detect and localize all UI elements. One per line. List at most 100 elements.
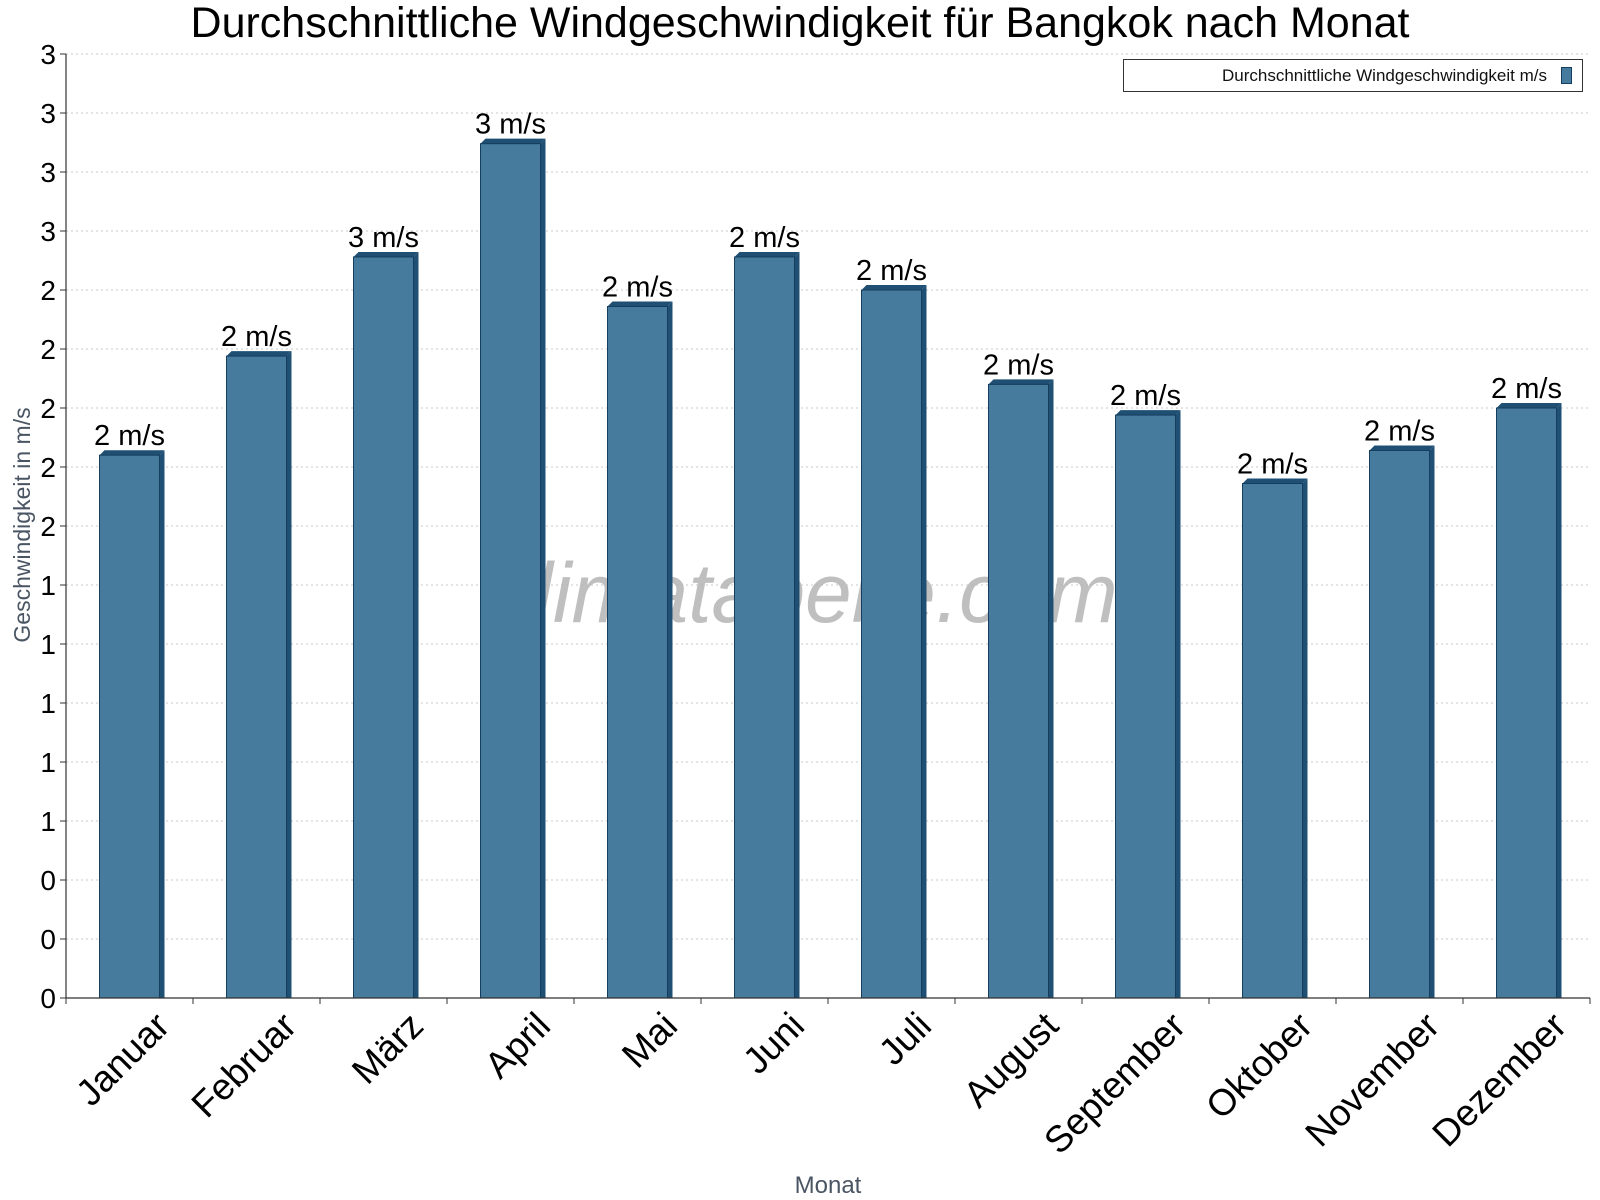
- bar-side: [159, 450, 165, 998]
- legend: Durchschnittliche Windgeschwindigkeit m/…: [1123, 59, 1583, 92]
- y-tick-label: 3: [40, 98, 56, 129]
- x-tick-label: März: [344, 1005, 431, 1092]
- bar-side: [667, 301, 673, 998]
- y-axis-label: Geschwindigkeit in m/s: [9, 407, 35, 642]
- legend-label: Durchschnittliche Windgeschwindigkeit m/…: [1221, 65, 1547, 85]
- bar-top: [1115, 410, 1181, 416]
- bar: [480, 138, 546, 999]
- bar-top: [988, 379, 1054, 385]
- bar: [226, 351, 292, 999]
- y-tick-label: 3: [40, 157, 56, 188]
- y-tick-label: 1: [40, 570, 56, 601]
- bar-face: [226, 355, 287, 999]
- bar: [988, 379, 1054, 999]
- x-tick-label: Dezember: [1424, 1005, 1574, 1155]
- bar-side: [1302, 478, 1308, 998]
- data-label: 2 m/s: [983, 349, 1054, 381]
- bar: [1115, 410, 1181, 999]
- bar-face: [1369, 449, 1430, 999]
- bar-face: [607, 306, 668, 999]
- chart-title: Durchschnittliche Windgeschwindigkeit fü…: [191, 0, 1410, 47]
- x-tick-label: November: [1297, 1005, 1447, 1155]
- bar-face: [480, 143, 541, 999]
- y-tick-label: 0: [40, 924, 56, 955]
- bar-top: [607, 301, 673, 307]
- bar-top: [99, 450, 165, 456]
- x-tick-label: April: [477, 1005, 558, 1086]
- y-tick-label: 2: [40, 334, 56, 365]
- x-tick-label: Januar: [68, 1005, 177, 1114]
- data-label: 2 m/s: [94, 420, 165, 452]
- x-tick-labels: Januar Februar März April Mai Juni Juli AugustS…: [68, 1004, 1574, 1161]
- y-tick-label: 0: [40, 865, 56, 896]
- bar-face: [99, 454, 160, 999]
- bar-side: [1175, 410, 1181, 999]
- bar-top: [734, 251, 800, 257]
- bar-top: [226, 351, 292, 357]
- y-tick-labels: 0 0 0 1 1 1 1 1 2 2 2 2 2 3 3 3 3: [40, 39, 56, 1014]
- bar: [353, 251, 419, 999]
- bar-top: [861, 285, 927, 290]
- bar-top: [1369, 445, 1435, 451]
- x-axis-label: Monat: [795, 1172, 862, 1199]
- data-label: 2 m/s: [221, 321, 292, 353]
- y-tick-label: 2: [40, 275, 56, 306]
- bar-top: [480, 138, 546, 144]
- bar: [1369, 445, 1435, 999]
- y-tick-label: 2: [40, 452, 56, 483]
- bar-top: [353, 251, 419, 257]
- data-label: 2 m/s: [1491, 373, 1562, 405]
- bar-face: [353, 256, 414, 999]
- bar-side: [1429, 445, 1435, 999]
- bar-side: [794, 251, 800, 998]
- data-labels: 2 m/s 2 m/s 3 m/s 3 m/s 2 m/s 2 m/s 2 m/s 2 m/s…: [94, 109, 1562, 481]
- bar-top: [1242, 478, 1308, 484]
- x-tick-label: Juni: [735, 1005, 812, 1082]
- bar-side: [413, 251, 419, 998]
- bar-side: [286, 351, 292, 999]
- legend-swatch: [1561, 67, 1572, 84]
- y-tick-label: 1: [40, 747, 56, 778]
- bar: [861, 285, 927, 999]
- data-label: 2 m/s: [729, 222, 800, 254]
- y-tick-label: 1: [40, 629, 56, 660]
- data-label: 2 m/s: [602, 272, 673, 304]
- y-tick-label: 3: [40, 39, 56, 70]
- x-tick-label: Mai: [614, 1005, 685, 1076]
- bar: [734, 251, 800, 999]
- bar-face: [861, 289, 922, 999]
- bar: [607, 301, 673, 999]
- bar: [99, 450, 165, 999]
- bar-face: [1496, 407, 1557, 999]
- bar: [1242, 478, 1308, 999]
- bar-face: [1242, 483, 1303, 999]
- bar-face: [1115, 414, 1176, 999]
- axes: [60, 53, 1591, 1004]
- bars: [99, 138, 1562, 999]
- data-label: 3 m/s: [475, 109, 546, 141]
- x-tick-label: Oktober: [1198, 1005, 1320, 1127]
- x-tick-label: Februar: [184, 1005, 305, 1126]
- grid-lines: [66, 53, 1590, 940]
- bar-top: [1496, 403, 1562, 408]
- bar-face: [734, 256, 795, 999]
- bar: [1496, 403, 1562, 999]
- bar-side: [1556, 403, 1562, 998]
- data-label: 2 m/s: [1237, 449, 1308, 481]
- x-tick-label: August: [956, 1004, 1067, 1115]
- y-tick-label: 1: [40, 688, 56, 719]
- y-tick-label: 2: [40, 393, 56, 424]
- y-tick-label: 2: [40, 511, 56, 542]
- y-tick-label: 1: [40, 806, 56, 837]
- bar-face: [988, 383, 1049, 999]
- y-tick-label: 3: [40, 216, 56, 247]
- data-label: 2 m/s: [1364, 415, 1435, 447]
- bar-side: [921, 285, 927, 998]
- data-label: 3 m/s: [348, 222, 419, 254]
- bar-side: [1048, 379, 1054, 998]
- data-label: 2 m/s: [1110, 380, 1181, 412]
- data-label: 2 m/s: [856, 255, 927, 287]
- x-tick-label: Juli: [871, 1005, 939, 1073]
- bar-side: [540, 138, 546, 998]
